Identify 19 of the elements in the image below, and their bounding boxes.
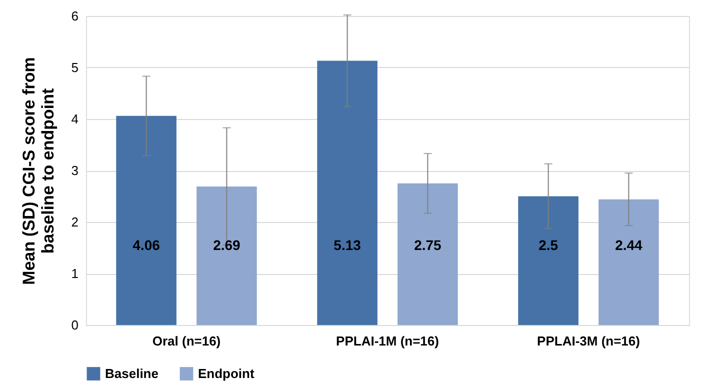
y-tick-label: 1 <box>71 266 78 281</box>
legend-label: Endpoint <box>198 366 255 381</box>
x-tick-label: PPLAI-1M (n=16) <box>336 334 439 348</box>
legend-label: Baseline <box>105 366 158 381</box>
x-tick-label: Oral (n=16) <box>152 334 221 348</box>
y-tick-label: 3 <box>71 163 78 178</box>
data-label: 5.13 <box>334 237 362 253</box>
data-label: 2.5 <box>538 237 558 253</box>
y-axis-title: Mean (SD) CGI-S score from baseline to endpoint <box>19 57 58 285</box>
y-tick-label: 0 <box>71 318 78 332</box>
y-tick-label: 5 <box>71 60 78 75</box>
y-tick-label: 2 <box>71 214 78 230</box>
data-label: 2.44 <box>615 237 643 253</box>
x-tick-label: PPLAI-3M (n=16) <box>537 334 640 348</box>
y-tick-label: 6 <box>71 8 78 24</box>
data-label: 2.75 <box>414 237 442 253</box>
y-tick-label: 4 <box>71 112 78 126</box>
data-label: 2.69 <box>213 237 241 253</box>
data-label: 4.06 <box>132 237 160 253</box>
